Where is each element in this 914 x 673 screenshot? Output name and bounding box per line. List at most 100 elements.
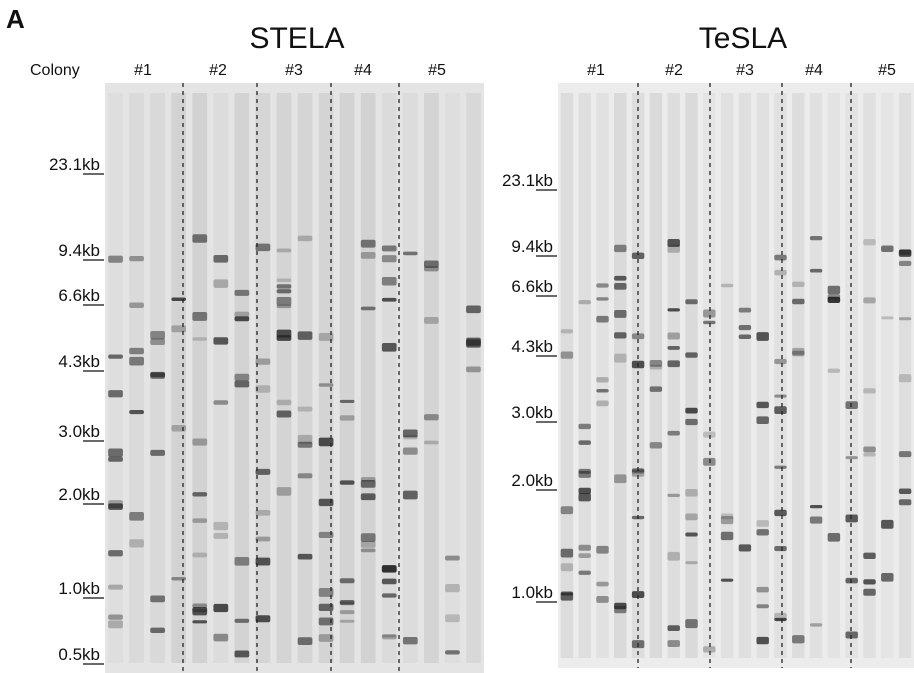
gel [558, 83, 914, 668]
gel-background [558, 83, 914, 668]
gel-band [560, 563, 574, 572]
size-marker: 1.0kb [511, 583, 553, 602]
gel-smear [649, 93, 663, 658]
gel-band [171, 424, 187, 432]
gel-band [297, 434, 313, 444]
gel-band [108, 550, 123, 557]
gel-band [339, 399, 355, 403]
gel-band [423, 414, 439, 421]
gel-band [213, 279, 229, 288]
gel-band [631, 333, 645, 340]
gel-smear [614, 93, 627, 658]
size-marker: 1.0kb [58, 579, 100, 598]
gel-band [667, 640, 680, 648]
size-marker: 6.6kb [511, 277, 553, 296]
gel-band [360, 239, 376, 248]
gel-band [129, 256, 144, 262]
gel-band [596, 315, 609, 323]
gel-band [297, 406, 313, 412]
gel-band [108, 620, 123, 629]
gel-band [445, 584, 460, 593]
gel-band [560, 506, 574, 515]
gel-band [809, 505, 823, 509]
gel-band [360, 480, 376, 488]
gel-band [614, 283, 627, 290]
lane-label: #4 [805, 62, 823, 79]
gel-smear [108, 93, 123, 663]
gel-band [614, 353, 627, 363]
gel-band [703, 320, 716, 325]
gel-band [445, 555, 460, 561]
gel-smear [792, 93, 805, 658]
size-marker: 0.5kb [58, 645, 100, 664]
gel-band [631, 252, 645, 260]
gel-band [774, 509, 787, 517]
gel-band [129, 539, 144, 548]
gel-band [578, 570, 591, 575]
gel-band [255, 615, 271, 623]
gel-band [596, 283, 609, 288]
gel-band [360, 252, 376, 259]
gel-band [792, 347, 805, 355]
gel-band [466, 339, 481, 348]
gel-band [171, 325, 187, 333]
gel-band [318, 383, 334, 387]
gel-band [423, 440, 439, 445]
gel-band [667, 493, 680, 498]
gel-band [703, 309, 716, 318]
gel-band [381, 593, 397, 598]
gel-band [297, 235, 313, 242]
gel-band [192, 518, 208, 523]
lane-label: #3 [736, 62, 754, 79]
gel-band [234, 618, 250, 623]
gel-band [738, 324, 752, 331]
gel-band [297, 473, 313, 479]
gel-band [381, 343, 397, 352]
gel-band [720, 578, 734, 582]
gel-band [297, 637, 313, 646]
gel-band [827, 368, 841, 373]
gel-band [863, 297, 876, 304]
gel-band [339, 619, 355, 623]
gel-band [192, 337, 208, 341]
gel-smear [596, 93, 609, 658]
gel-smear [703, 93, 716, 658]
gel-band [898, 260, 912, 267]
gel-smear [560, 93, 574, 658]
gel-band [738, 334, 752, 339]
gel-band [129, 410, 144, 415]
gel-smear [213, 93, 229, 663]
gel-smear [360, 93, 376, 663]
gel-smear [756, 93, 769, 658]
gel-band [809, 235, 823, 241]
size-marker: 4.3kb [511, 337, 553, 356]
gel-band [774, 358, 787, 365]
gel-band [578, 423, 591, 430]
gel-smear [255, 93, 271, 663]
gel-band [863, 579, 876, 585]
gel-band [255, 385, 271, 393]
gel-band [738, 544, 752, 552]
gel-smear [667, 93, 680, 658]
gel-smear [738, 93, 752, 658]
gel-band [703, 646, 716, 653]
gel-band [809, 268, 823, 273]
gel-band [863, 452, 876, 457]
gel-smear [423, 93, 439, 663]
gel-smear [402, 93, 418, 663]
gel-band [171, 297, 187, 301]
gel-band [703, 431, 716, 438]
gel-band [614, 275, 627, 281]
gel-band [685, 513, 698, 521]
lane-label: #4 [354, 62, 372, 79]
gel-band [466, 305, 481, 314]
gel-band [756, 604, 769, 609]
gel-band [150, 449, 166, 456]
gel-band [881, 572, 894, 582]
gel-band [596, 388, 609, 393]
gel-band [213, 254, 229, 263]
gel-smear [234, 93, 250, 663]
gel-band [318, 587, 334, 597]
gel-band [685, 299, 698, 305]
gel-band [792, 635, 805, 644]
